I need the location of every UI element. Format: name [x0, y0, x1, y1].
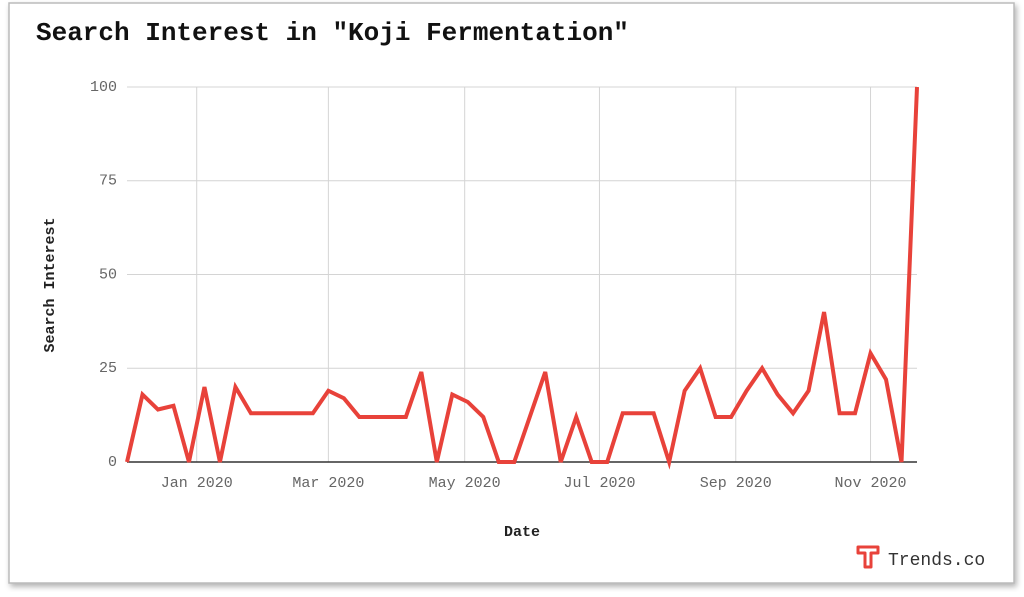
x-tick-label: May 2020	[429, 475, 501, 492]
x-tick-label: Nov 2020	[835, 475, 907, 492]
x-axis-label: Date	[504, 524, 540, 541]
y-tick-label: 50	[99, 266, 117, 283]
y-tick-label: 0	[108, 454, 117, 471]
y-tick-label: 25	[99, 360, 117, 377]
x-tick-label: Jan 2020	[161, 475, 233, 492]
logo-icon	[856, 545, 880, 569]
x-tick-label: Sep 2020	[700, 475, 772, 492]
data-line	[125, 86, 919, 470]
x-tick-label: Mar 2020	[292, 475, 364, 492]
card	[8, 2, 1015, 584]
brand-logo: Trends.co	[856, 545, 985, 571]
y-tick-label: 100	[90, 79, 117, 96]
chart-title: Search Interest in "Koji Fermentation"	[36, 18, 629, 48]
y-axis-label: Search Interest	[42, 217, 59, 352]
brand-name: Trends.co	[888, 551, 985, 571]
y-tick-label: 75	[99, 173, 117, 190]
x-tick-label: Jul 2020	[563, 475, 635, 492]
